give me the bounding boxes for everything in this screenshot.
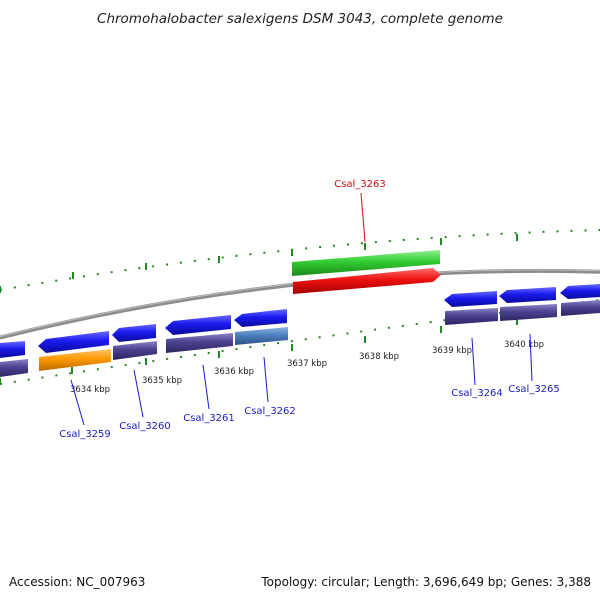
gene-feature-csal-3259[interactable] <box>38 331 111 371</box>
cds-arrow <box>38 331 109 353</box>
highlighted-cds-arrow <box>293 268 441 294</box>
genome-summary-text: Topology: circular; Length: 3,696,649 bp… <box>260 575 591 589</box>
genome-backbone <box>0 268 600 340</box>
cds-arrow <box>112 324 156 342</box>
scale-label: 3634 kbp <box>70 385 110 395</box>
scale-label: 3640 kbp <box>504 340 544 350</box>
gene-feature-right-edge[interactable] <box>560 284 600 316</box>
map-title: Chromohalobacter salexigens DSM 3043, co… <box>97 11 503 27</box>
gene-feature-csal-3265[interactable] <box>499 287 557 321</box>
scale-label: 3639 kbp <box>432 346 472 356</box>
leader-line-csal-3260 <box>133 369 144 418</box>
cds-arrow <box>0 341 25 358</box>
gene-label-csal-3265[interactable]: Csal_3265 <box>508 384 560 395</box>
cds-track-bar <box>39 349 111 371</box>
scale-label: 3636 kbp <box>214 367 254 377</box>
cds-track-bar <box>445 308 498 325</box>
gene-feature-csal-3263[interactable] <box>292 250 441 294</box>
cds-arrow <box>234 309 287 327</box>
genome-backbone-highlight <box>0 269 600 338</box>
cds-track-bar <box>500 304 557 321</box>
cds-arrow <box>560 284 600 299</box>
cds-track-bar <box>561 300 600 316</box>
cds-track-bar <box>113 341 157 360</box>
cds-arrow <box>444 291 497 307</box>
gene-label-csal-3260[interactable]: Csal_3260 <box>119 421 171 432</box>
leader-line-csal-3264 <box>471 337 476 386</box>
cds-track-bar <box>0 359 28 377</box>
upper-tick-dots <box>0 229 600 291</box>
upper-tick-scale <box>0 229 600 293</box>
leader-line-csal-3263 <box>360 192 366 243</box>
rna-feature-bar <box>292 250 440 276</box>
lower-tick-scale <box>0 299 600 385</box>
gene-label-csal-3262[interactable]: Csal_3262 <box>244 406 296 417</box>
gene-feature-csal-3261[interactable] <box>165 315 233 353</box>
leader-line-csal-3259 <box>70 379 85 426</box>
gene-feature-csal-3260[interactable] <box>112 324 157 360</box>
cds-arrow <box>165 315 231 335</box>
scale-label: 3637 kbp <box>287 359 327 369</box>
gene-feature-csal-3264[interactable] <box>444 291 498 325</box>
gene-label-csal-3263[interactable]: Csal_3263 <box>334 179 386 190</box>
gene-label-csal-3259[interactable]: Csal_3259 <box>59 429 111 440</box>
label-leader-lines <box>70 192 533 426</box>
lower-tick-dots <box>0 299 600 385</box>
gene-feature-left-edge[interactable] <box>0 341 28 377</box>
leader-line-csal-3262 <box>263 356 269 403</box>
accession-text: Accession: NC_007963 <box>9 575 145 589</box>
gene-label-csal-3264[interactable]: Csal_3264 <box>451 388 503 399</box>
cds-track-bar <box>166 333 233 353</box>
scale-label: 3635 kbp <box>142 376 182 386</box>
scale-label: 3638 kbp <box>359 352 399 362</box>
leader-line-csal-3261 <box>202 364 210 410</box>
gene-label-csal-3261[interactable]: Csal_3261 <box>183 413 235 424</box>
cds-track-bar <box>235 327 288 345</box>
cds-arrow <box>499 287 556 303</box>
gene-feature-csal-3262[interactable] <box>234 309 288 345</box>
leader-line-csal-3265 <box>529 333 533 382</box>
